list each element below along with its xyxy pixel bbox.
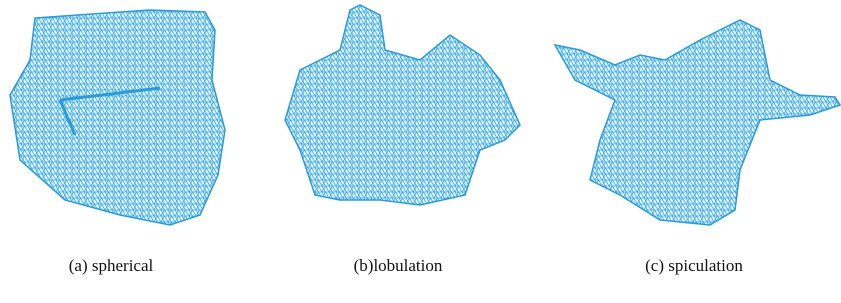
caption: (b)lobulation bbox=[354, 256, 443, 276]
mesh-spiculation bbox=[555, 20, 840, 225]
mesh-spherical bbox=[10, 10, 225, 225]
mesh-lobulation bbox=[285, 5, 520, 205]
figure: (a) spherical (b)lobulation (c) spiculat… bbox=[0, 0, 841, 303]
caption: (a) spherical bbox=[69, 256, 153, 276]
caption: (c) spiculation bbox=[645, 256, 743, 276]
